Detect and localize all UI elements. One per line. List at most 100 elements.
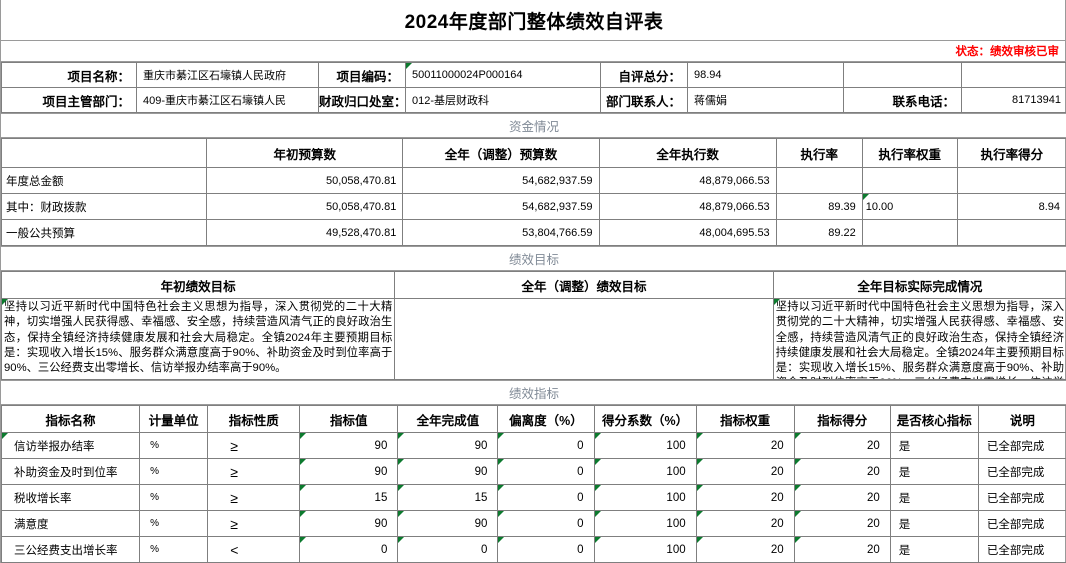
ind-score[interactable]: 20 [793, 458, 891, 485]
ind-coefficient[interactable]: 100 [593, 536, 697, 563]
actual-completion-cell[interactable]: 坚持以习近平新时代中国特色社会主义思想为指导，深入贯彻党的二十大精神，切实增强人… [772, 298, 1066, 380]
goals-col-actual: 全年目标实际完成情况 [772, 271, 1066, 299]
funding-exec-weight[interactable] [861, 219, 958, 246]
ind-score[interactable]: 20 [793, 484, 891, 511]
ind-target[interactable]: 15 [299, 484, 399, 511]
ind-note[interactable]: 已全部完成 [977, 510, 1066, 537]
ind-name[interactable]: 三公经费支出增长率 [0, 536, 141, 563]
adjusted-goal-cell[interactable] [394, 298, 774, 380]
ind-note[interactable]: 已全部完成 [977, 536, 1066, 563]
ind-actual[interactable]: 15 [397, 484, 499, 511]
ind-core[interactable]: 是 [889, 536, 979, 563]
contact-person-label: 部门联系人： [600, 87, 688, 113]
ind-note[interactable]: 已全部完成 [977, 432, 1066, 459]
funding-exec-rate[interactable]: 89.39 [775, 193, 863, 220]
ind-nature[interactable]: ≥ [207, 458, 301, 485]
ind-deviation[interactable]: 0 [497, 432, 595, 459]
ind-coefficient[interactable]: 100 [593, 432, 697, 459]
ind-unit[interactable]: % [139, 432, 209, 459]
ind-unit[interactable]: % [139, 536, 209, 563]
funding-row-label: 年度总金额 [0, 167, 208, 194]
ind-unit[interactable]: % [139, 484, 209, 511]
table-row: 满意度 % ≥ 90 90 0 100 20 20 是 已全部完成 [0, 510, 1066, 537]
ind-weight[interactable]: 20 [695, 510, 795, 537]
status-row: 状态：绩效审核已审 [1, 40, 1066, 62]
ind-actual[interactable]: 90 [397, 458, 499, 485]
ind-deviation[interactable]: 0 [497, 458, 595, 485]
ind-actual[interactable]: 90 [397, 432, 499, 459]
ind-unit[interactable]: % [139, 510, 209, 537]
ind-weight[interactable]: 20 [695, 484, 795, 511]
funding-exec-score[interactable]: 8.94 [956, 193, 1066, 220]
basic-info-table: 项目名称： 重庆市綦江区石壕镇人民政府 项目编码： 50011000024P00… [1, 62, 1066, 113]
ind-deviation[interactable]: 0 [497, 484, 595, 511]
ind-nature[interactable]: ≥ [207, 432, 301, 459]
ind-name[interactable]: 满意度 [0, 510, 141, 537]
ind-score[interactable]: 20 [793, 536, 891, 563]
project-code-value[interactable]: 50011000024P000164 [405, 62, 601, 88]
finance-office-value[interactable]: 012-基层财政科 [405, 87, 601, 113]
ind-core[interactable]: 是 [889, 484, 979, 511]
funding-exec-weight[interactable]: 10.00 [861, 193, 958, 220]
ind-name[interactable]: 补助资金及时到位率 [0, 458, 141, 485]
dept-label: 项目主管部门： [1, 87, 137, 113]
phone-value[interactable]: 81713941 [961, 87, 1066, 113]
ind-nature[interactable]: ≥ [207, 510, 301, 537]
ind-deviation[interactable]: 0 [497, 536, 595, 563]
funding-adjusted-budget[interactable]: 54,682,937.59 [402, 167, 600, 194]
ind-deviation[interactable]: 0 [497, 510, 595, 537]
funding-executed[interactable]: 48,879,066.53 [598, 167, 777, 194]
ind-weight[interactable]: 20 [695, 458, 795, 485]
ind-target[interactable]: 90 [299, 510, 399, 537]
contact-person-value[interactable]: 蒋儒娟 [687, 87, 844, 113]
ind-core[interactable]: 是 [889, 432, 979, 459]
funding-col-exec-rate: 执行率 [775, 138, 863, 168]
ind-target[interactable]: 0 [299, 536, 399, 563]
self-score-value[interactable]: 98.94 [687, 62, 844, 88]
ind-col-coefficient: 得分系数（%） [593, 405, 697, 433]
ind-score[interactable]: 20 [793, 510, 891, 537]
funding-exec-rate[interactable] [775, 167, 863, 194]
funding-executed[interactable]: 48,879,066.53 [598, 193, 777, 220]
funding-adjusted-budget[interactable]: 54,682,937.59 [402, 193, 600, 220]
ind-weight[interactable]: 20 [695, 536, 795, 563]
funding-exec-score[interactable] [956, 219, 1066, 246]
ind-coefficient[interactable]: 100 [593, 458, 697, 485]
ind-weight[interactable]: 20 [695, 432, 795, 459]
funding-exec-weight[interactable] [861, 167, 958, 194]
ind-col-note: 说明 [977, 405, 1066, 433]
ind-core[interactable]: 是 [889, 510, 979, 537]
ind-coefficient[interactable]: 100 [593, 510, 697, 537]
ind-target[interactable]: 90 [299, 458, 399, 485]
initial-goal-cell[interactable]: 坚持以习近平新时代中国特色社会主义思想为指导，深入贯彻党的二十大精神，切实增强人… [0, 298, 396, 380]
project-name-value[interactable]: 重庆市綦江区石壕镇人民政府 [136, 62, 319, 88]
ind-core[interactable]: 是 [889, 458, 979, 485]
ind-actual[interactable]: 0 [397, 536, 499, 563]
ind-nature[interactable]: ≥ [207, 484, 301, 511]
ind-name[interactable]: 信访举报办结率 [0, 432, 141, 459]
ind-col-nature: 指标性质 [207, 405, 301, 433]
table-row: 税收增长率 % ≥ 15 15 0 100 20 20 是 已全部完成 [0, 484, 1066, 511]
funding-adjusted-budget[interactable]: 53,804,766.59 [402, 219, 600, 246]
funding-exec-score[interactable] [956, 167, 1066, 194]
ind-col-deviation: 偏离度（%） [497, 405, 595, 433]
dept-value[interactable]: 409-重庆市綦江区石壕镇人民 [136, 87, 319, 113]
ind-col-score: 指标得分 [793, 405, 891, 433]
ind-unit[interactable]: % [139, 458, 209, 485]
funding-col-exec-weight: 执行率权重 [861, 138, 958, 168]
ind-note[interactable]: 已全部完成 [977, 484, 1066, 511]
funding-exec-rate[interactable]: 89.22 [775, 219, 863, 246]
ind-name[interactable]: 税收增长率 [0, 484, 141, 511]
info-row-1: 项目名称： 重庆市綦江区石壕镇人民政府 项目编码： 50011000024P00… [1, 62, 1066, 88]
funding-begin-budget[interactable]: 50,058,470.81 [206, 167, 404, 194]
ind-col-name: 指标名称 [0, 405, 141, 433]
ind-coefficient[interactable]: 100 [593, 484, 697, 511]
ind-score[interactable]: 20 [793, 432, 891, 459]
ind-actual[interactable]: 90 [397, 510, 499, 537]
ind-target[interactable]: 90 [299, 432, 399, 459]
funding-executed[interactable]: 48,004,695.53 [598, 219, 777, 246]
ind-nature[interactable]: < [207, 536, 301, 563]
ind-note[interactable]: 已全部完成 [977, 458, 1066, 485]
funding-begin-budget[interactable]: 49,528,470.81 [206, 219, 404, 246]
funding-begin-budget[interactable]: 50,058,470.81 [206, 193, 404, 220]
